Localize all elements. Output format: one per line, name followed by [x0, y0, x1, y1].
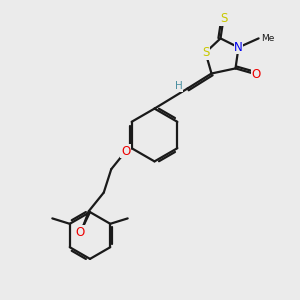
Text: O: O: [252, 68, 261, 81]
Text: H: H: [175, 81, 183, 91]
Text: S: S: [220, 12, 227, 25]
Text: Me: Me: [261, 34, 274, 43]
Text: N: N: [234, 41, 243, 54]
Text: O: O: [76, 226, 85, 239]
Text: O: O: [121, 145, 130, 158]
Text: S: S: [202, 46, 209, 59]
